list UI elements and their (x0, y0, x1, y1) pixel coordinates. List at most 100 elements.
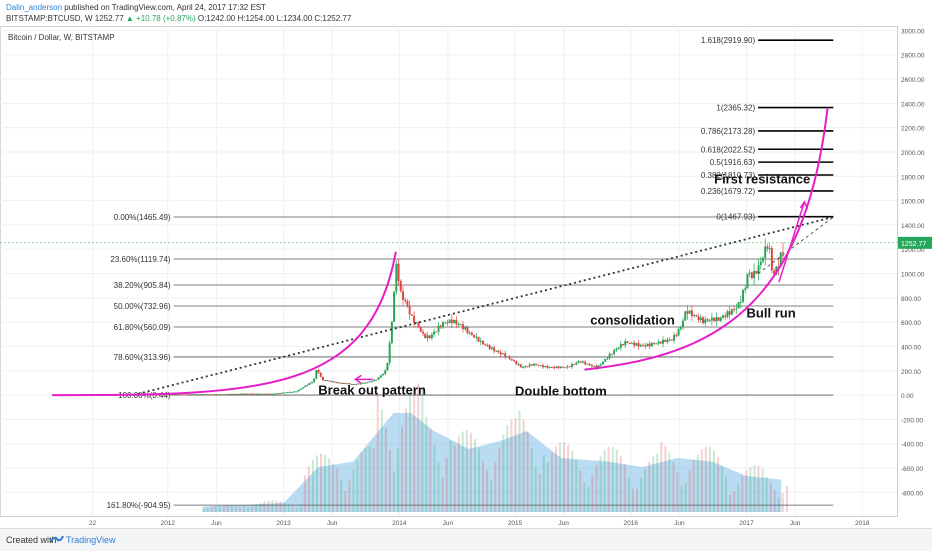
chart-area[interactable]: Bitcoin / Dollar, W, BITSTAMP 0.00%(1465… (0, 26, 932, 527)
candle-body (304, 385, 307, 388)
candle-body (297, 389, 300, 392)
candle-body (373, 379, 376, 382)
volume-bar (299, 506, 302, 512)
candle-body (739, 301, 742, 303)
candle-body (424, 333, 427, 339)
volume-bar (623, 464, 626, 512)
candle-body (268, 393, 271, 395)
volume-bar (401, 427, 404, 512)
candle-body (421, 331, 424, 334)
candle-body (706, 319, 709, 321)
candle-body (228, 393, 231, 395)
candle-body (768, 248, 771, 250)
tradingview-brand[interactable]: TradingView (66, 535, 116, 545)
candle-body (497, 350, 500, 353)
volume-bar (214, 505, 217, 512)
volume-bar (627, 478, 630, 512)
volume-bar (550, 453, 553, 512)
price-change: ▲ +10.78 (+0.87%) (125, 14, 196, 23)
candle-body (624, 341, 627, 346)
candle-body (724, 315, 727, 318)
candle-body (224, 394, 227, 396)
candle-body (350, 384, 353, 386)
candlestick-chart[interactable]: Bitcoin / Dollar, W, BITSTAMP 0.00%(1465… (0, 26, 932, 527)
ohlc-values: O:1242.00 H:1254.00 L:1234.00 C:1252.77 (195, 14, 352, 23)
candle-body (417, 322, 420, 328)
candle-body (330, 381, 333, 383)
candle-body (450, 319, 453, 324)
candle-body (235, 393, 238, 395)
candle-body (159, 394, 162, 396)
candle-body (473, 334, 476, 338)
candle-body (164, 394, 167, 396)
symbol-info: BITSTAMP:BTCUSD, W 1252.77 (6, 14, 126, 23)
candle-body (410, 314, 413, 316)
fib-level-label: 61.80%(560.09) (114, 323, 171, 332)
candle-body (441, 322, 444, 328)
volume-bar (222, 504, 225, 512)
candle-body (510, 359, 513, 361)
volume-bar (332, 464, 335, 512)
candle-body (468, 332, 471, 334)
candle-body (355, 384, 358, 386)
price-tick-label: 3000.00 (901, 28, 925, 35)
candle-body (688, 310, 691, 314)
volume-bar (247, 507, 250, 512)
fib-extension-label: 0(1467.93) (716, 213, 755, 222)
candle-body (335, 382, 338, 384)
volume-bar (680, 485, 683, 512)
candle-body (426, 335, 429, 339)
volume-bar (542, 454, 545, 512)
volume-bar (226, 505, 229, 512)
candle-body (435, 331, 438, 333)
volume-bar (708, 447, 711, 512)
volume-bar (251, 506, 254, 512)
candle-body (639, 344, 642, 347)
chart-annotation: consolidation (590, 313, 675, 328)
candle-body (459, 324, 462, 326)
volume-bar (546, 462, 549, 512)
candle-body (670, 339, 673, 341)
volume-bar (417, 383, 420, 512)
volume-bar (522, 419, 525, 512)
time-tick-label: Jun (443, 520, 454, 526)
volume-bar (733, 491, 736, 512)
volume-bar (672, 461, 675, 512)
last-price-tag (898, 236, 932, 249)
candle-body (748, 272, 751, 274)
price-tick-label: -800.00 (901, 490, 923, 497)
chart-annotation: Double bottom (515, 383, 607, 398)
candle-body (719, 317, 722, 321)
fib-extension-label: 0.786(2173.28) (701, 127, 756, 136)
volume-bar (494, 462, 497, 512)
author-link[interactable]: Dalin_anderson (6, 3, 63, 12)
candle-body (328, 380, 331, 382)
candle-body (277, 393, 280, 395)
candle-body (577, 361, 580, 363)
volume-bar (425, 417, 428, 512)
volume-bar (652, 456, 655, 512)
volume-bar (514, 418, 517, 512)
candle-body (221, 394, 224, 396)
volume-bar (218, 505, 221, 512)
candle-body (708, 320, 711, 322)
candle-body (546, 365, 549, 368)
fib-level-label: 50.00%(732.96) (114, 302, 171, 311)
volume-bar (692, 459, 695, 512)
candle-body (775, 266, 778, 275)
candle-body (710, 317, 713, 321)
volume-bar (729, 495, 732, 512)
volume-bar (478, 448, 481, 512)
candle-body (695, 315, 698, 317)
candle-body (715, 317, 718, 322)
fib-extension-label: 0.382(1810.73) (701, 171, 756, 180)
candle-body (439, 325, 442, 328)
volume-bar (291, 505, 294, 512)
volume-bar (348, 480, 351, 512)
candle-body (590, 365, 593, 367)
fib-level-label: 0.00%(1465.49) (114, 213, 171, 222)
candle-body (561, 366, 564, 368)
volume-bar (704, 446, 707, 512)
volume-bar (757, 465, 760, 512)
candle-body (766, 246, 769, 249)
